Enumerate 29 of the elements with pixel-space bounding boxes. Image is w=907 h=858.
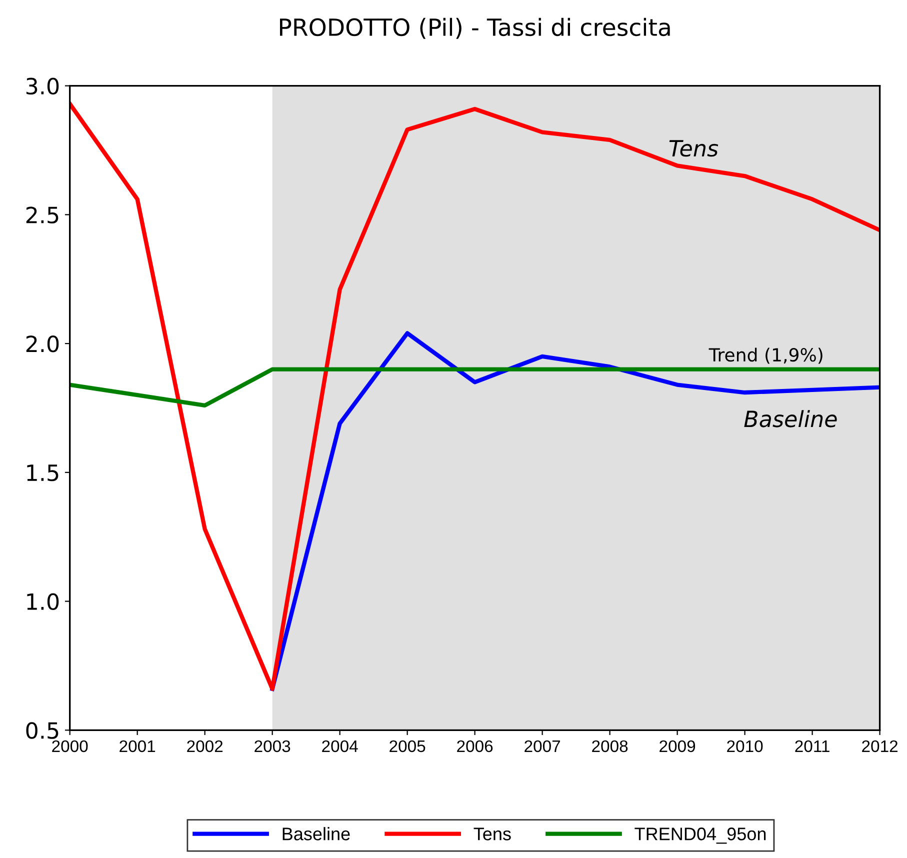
x-tick-label: 2003	[254, 740, 290, 752]
legend-label: Tens	[474, 828, 511, 840]
x-tick-label: 2009	[660, 740, 696, 752]
annotation: Trend (1,9%)	[708, 348, 822, 364]
y-tick-label: 2.0	[26, 335, 59, 352]
x-tick-label: 2005	[390, 740, 426, 752]
legend-label: TREND04_95on	[634, 828, 766, 844]
annotation: Baseline	[744, 410, 837, 428]
line-series	[70, 367, 880, 408]
chart-title: PRODOTTO (Pil) - Tassi di crescita	[280, 18, 670, 39]
y-tick-label: 1.0	[27, 593, 59, 610]
x-tick-label: 2002	[187, 740, 223, 752]
y-tick-label: 2.5	[26, 206, 58, 224]
x-tick-label: 2001	[120, 740, 156, 752]
y-tick-label: 3.0	[26, 78, 59, 95]
x-tick-label: 2011	[795, 740, 830, 752]
x-tick-label: 2004	[322, 740, 358, 752]
x-tick-label: 2012	[862, 740, 898, 752]
line-series	[70, 102, 880, 692]
x-tick-label: 2007	[524, 740, 560, 752]
x-tick-label: 2010	[727, 740, 763, 752]
annotation: Tens	[669, 140, 718, 157]
line-series	[270, 331, 880, 692]
x-tick-label: 2008	[592, 740, 628, 752]
legend-label: Baseline	[282, 827, 350, 840]
x-tick-label: 2006	[457, 740, 493, 752]
y-tick-label: 1.5	[27, 464, 58, 482]
x-tick-label: 2000	[52, 740, 88, 752]
y-tick-label: 0.5	[26, 722, 58, 739]
